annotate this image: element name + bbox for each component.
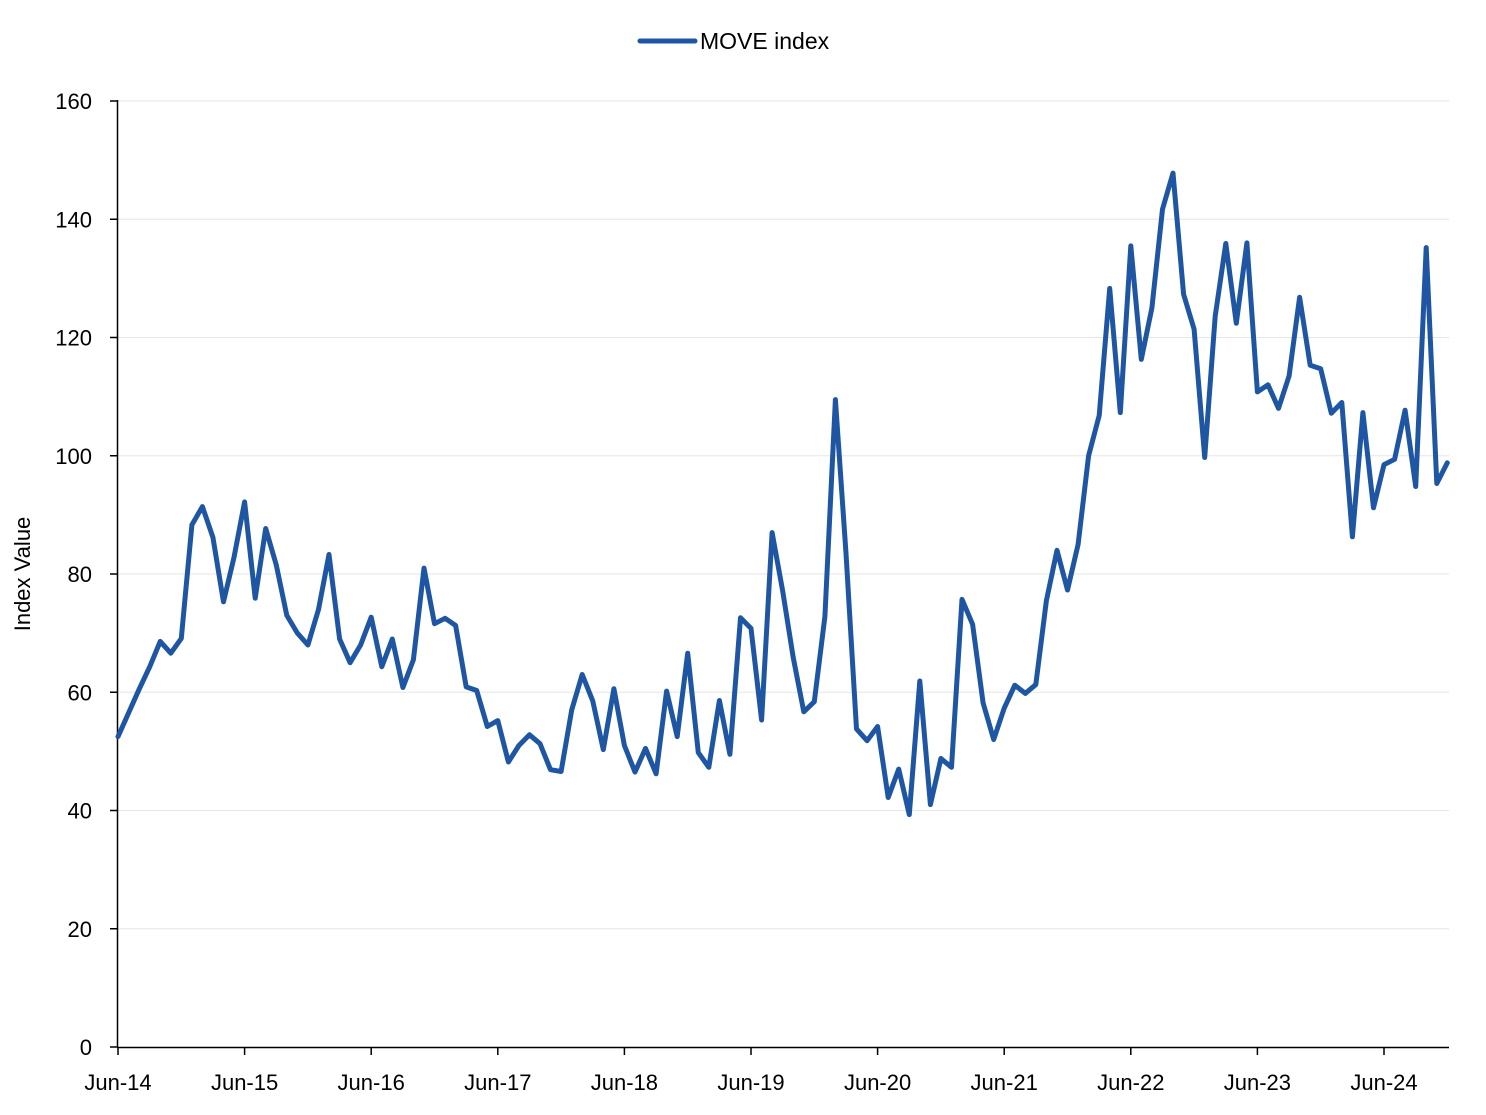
series-layer [115, 170, 1450, 818]
x-axis-ticks: Jun-14 Jun-15 Jun-16 Jun-17 Jun-18 Jun-19 Jun-… [84, 1047, 1418, 1095]
x-tick-label: Jun-23 [1224, 1070, 1291, 1095]
y-tick-label: 120 [55, 326, 92, 351]
series-line-move-index [115, 170, 1450, 818]
x-tick-label: Jun-17 [464, 1070, 531, 1095]
x-tick-label: Jun-19 [717, 1070, 784, 1095]
legend-label-move-index: MOVE index [700, 28, 830, 54]
y-tick-label: 40 [68, 799, 92, 824]
x-tick-label: Jun-24 [1350, 1070, 1417, 1095]
x-tick-label: Jun-15 [211, 1070, 278, 1095]
y-tick-label: 20 [68, 917, 92, 942]
x-tick-label: Jun-20 [844, 1070, 911, 1095]
y-axis-title: Index Value [10, 517, 35, 632]
y-tick-label: 80 [68, 562, 92, 587]
y-axis-ticks: 0 20 40 60 80 100 120 140 160 [55, 89, 118, 1060]
y-tick-label: 0 [80, 1035, 92, 1060]
y-tick-label: 160 [55, 89, 92, 114]
x-tick-label: Jun-22 [1097, 1070, 1164, 1095]
x-tick-label: Jun-16 [338, 1070, 405, 1095]
gridlines [118, 100, 1449, 930]
series-points [117, 173, 1448, 815]
x-tick-label: Jun-14 [84, 1070, 151, 1095]
x-tick-label: Jun-18 [591, 1070, 658, 1095]
y-tick-label: 60 [68, 680, 92, 705]
x-tick-label: Jun-21 [971, 1070, 1038, 1095]
y-tick-label: 140 [55, 207, 92, 232]
legend: MOVE index [637, 28, 830, 54]
y-tick-label: 100 [55, 444, 92, 469]
